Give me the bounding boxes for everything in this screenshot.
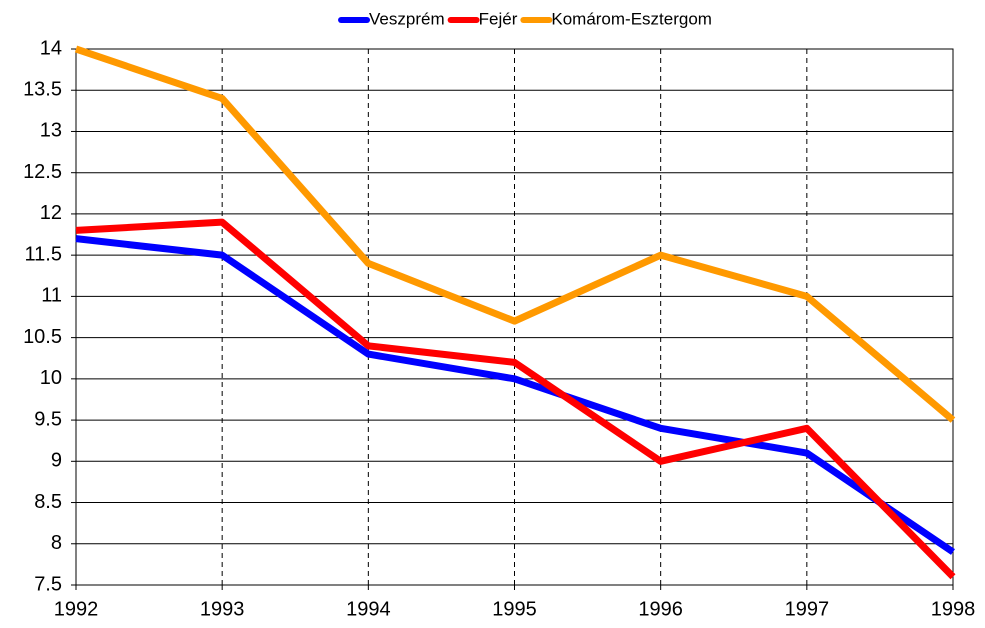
y-tick-label: 13 — [40, 120, 62, 142]
y-tick-label: 10.5 — [23, 326, 62, 348]
x-tick-label: 1994 — [346, 598, 391, 620]
legend-label: Veszprém — [369, 9, 445, 28]
x-tick-label: 1997 — [785, 598, 830, 620]
y-tick-label: 8 — [51, 532, 62, 554]
y-tick-label: 14 — [40, 37, 62, 59]
series-line — [74, 45, 956, 423]
x-tick-label: 1996 — [638, 598, 683, 620]
y-tick-label: 10 — [40, 367, 62, 389]
y-tick-label: 11.5 — [25, 243, 62, 265]
legend-label: Komárom-Esztergom — [551, 9, 712, 28]
legend-label: Fejér — [479, 9, 518, 28]
x-tick-label: 1993 — [200, 598, 245, 620]
plot-area — [75, 48, 954, 586]
series-line — [75, 218, 956, 580]
y-tick-label: 9 — [51, 450, 62, 472]
y-tick-label: 12 — [40, 202, 62, 224]
y-tick-label: 13.5 — [23, 79, 62, 101]
y-tick-label: 12.5 — [23, 161, 62, 183]
x-tick-label: 1998 — [931, 598, 976, 620]
y-tick-label: 11 — [41, 285, 62, 307]
y-tick-label: 9.5 — [34, 408, 62, 430]
y-tick-label: 7.5 — [34, 573, 62, 595]
series-line — [75, 235, 955, 555]
y-tick-label: 8.5 — [34, 491, 62, 513]
x-tick-label: 1992 — [54, 598, 99, 620]
x-tick-label: 1995 — [492, 598, 537, 620]
